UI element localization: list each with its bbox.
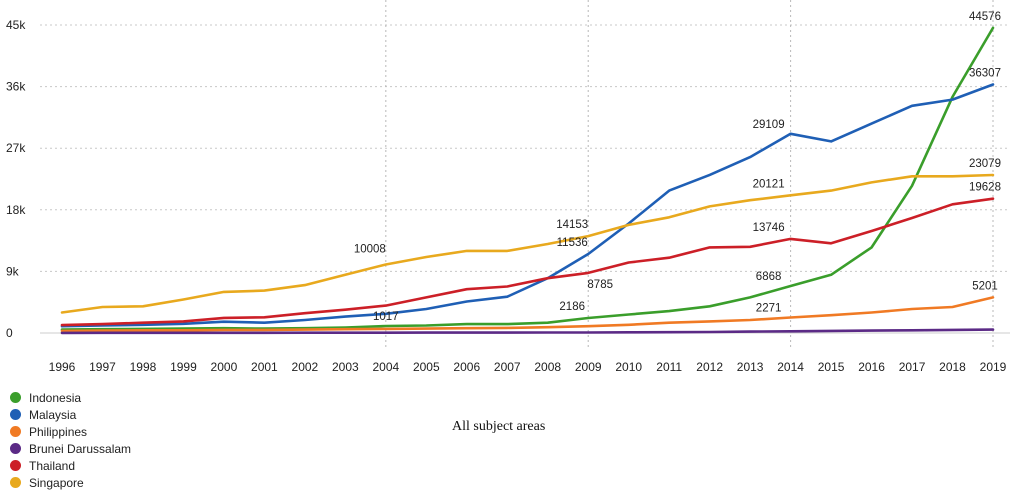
x-tick-label: 2000	[211, 360, 238, 374]
legend-item-malaysia[interactable]: Malaysia	[10, 406, 131, 423]
y-tick-label: 36k	[6, 80, 26, 94]
legend-item-philippines[interactable]: Philippines	[10, 423, 131, 440]
x-tick-label: 2002	[292, 360, 319, 374]
x-tick-label: 2012	[696, 360, 723, 374]
legend-swatch	[10, 426, 21, 437]
data-labels: 1017 2186 6868 44576 11536 29109 36307 2271 5201…	[354, 11, 1001, 323]
x-tick-label: 2014	[777, 360, 804, 374]
data-label: 29109	[753, 119, 785, 131]
x-tick-label: 2006	[453, 360, 480, 374]
x-tick-label: 2011	[656, 360, 682, 374]
series-lines	[60, 26, 995, 335]
y-tick-label: 0	[6, 326, 13, 340]
legend-label: Singapore	[29, 475, 84, 490]
x-tick-label: 2007	[494, 360, 521, 374]
data-label: 5201	[972, 280, 998, 292]
y-tick-label: 9k	[6, 264, 20, 278]
legend-label: Philippines	[29, 424, 88, 439]
legend-swatch	[10, 443, 21, 454]
y-tick-label: 45k	[6, 18, 26, 32]
x-tick-label: 2019	[980, 360, 1007, 374]
x-tick-label: 2010	[615, 360, 642, 374]
y-axis-ticks: 0 9k 18k 27k 36k 45k	[6, 18, 26, 340]
y-tick-label: 18k	[6, 203, 26, 217]
series-line-malaysia	[60, 83, 995, 328]
y-tick-label: 27k	[6, 141, 26, 155]
x-tick-label: 2013	[737, 360, 764, 374]
series-line-thailand	[60, 197, 995, 327]
data-label: 14153	[556, 219, 588, 231]
data-label: 6868	[756, 271, 782, 283]
x-tick-label: 2015	[818, 360, 845, 374]
data-label: 13746	[753, 222, 785, 234]
legend-item-brunei-darussalam[interactable]: Brunei Darussalam	[10, 440, 131, 457]
data-label: 44576	[969, 11, 1001, 23]
x-tick-label: 2018	[939, 360, 966, 374]
legend-item-singapore[interactable]: Singapore	[10, 474, 131, 491]
legend-item-indonesia[interactable]: Indonesia	[10, 389, 131, 406]
legend-swatch	[10, 392, 21, 403]
x-tick-label: 2016	[858, 360, 885, 374]
grid-lines	[40, 0, 1010, 350]
data-label: 2186	[559, 301, 585, 313]
data-label: 19628	[969, 182, 1001, 194]
series-line-indonesia	[60, 26, 995, 331]
legend-label: Thailand	[29, 458, 76, 473]
x-tick-label: 2004	[372, 360, 399, 374]
x-tick-label: 2005	[413, 360, 440, 374]
legend-label: Indonesia	[29, 390, 82, 405]
x-axis-ticks: 1996 1997 1998 1999 2000 2001 2002 2003 2004 2005…	[49, 360, 1007, 374]
legend-swatch	[10, 409, 21, 420]
x-tick-label: 2017	[899, 360, 926, 374]
series-line-brunei-darussalam	[60, 328, 995, 335]
x-tick-label: 1998	[130, 360, 157, 374]
legend-label: Brunei Darussalam	[29, 441, 132, 456]
data-label: 8785	[587, 279, 613, 291]
data-label: 20121	[753, 178, 785, 190]
x-tick-label: 1996	[49, 360, 76, 374]
series-line-philippines	[60, 296, 995, 333]
legend-swatch	[10, 477, 21, 488]
x-tick-label: 2009	[575, 360, 602, 374]
x-tick-label: 1999	[170, 360, 197, 374]
data-label: 1017	[373, 311, 399, 323]
x-tick-label: 2003	[332, 360, 359, 374]
legend-item-thailand[interactable]: Thailand	[10, 457, 131, 474]
data-label: 10008	[354, 244, 386, 256]
legend: Indonesia Malaysia Philippines Brunei Darus…	[10, 389, 131, 491]
data-label: 23079	[969, 158, 1001, 170]
data-label: 36307	[969, 67, 1001, 79]
x-tick-label: 2001	[251, 360, 278, 374]
data-label: 2271	[756, 302, 782, 314]
legend-swatch	[10, 460, 21, 471]
x-axis-title: All subject areas	[452, 419, 546, 434]
x-tick-label: 2008	[534, 360, 561, 374]
legend-label: Malaysia	[29, 407, 77, 422]
x-tick-label: 1997	[89, 360, 116, 374]
series-line-singapore	[60, 173, 995, 314]
data-label: 11536	[557, 237, 588, 249]
